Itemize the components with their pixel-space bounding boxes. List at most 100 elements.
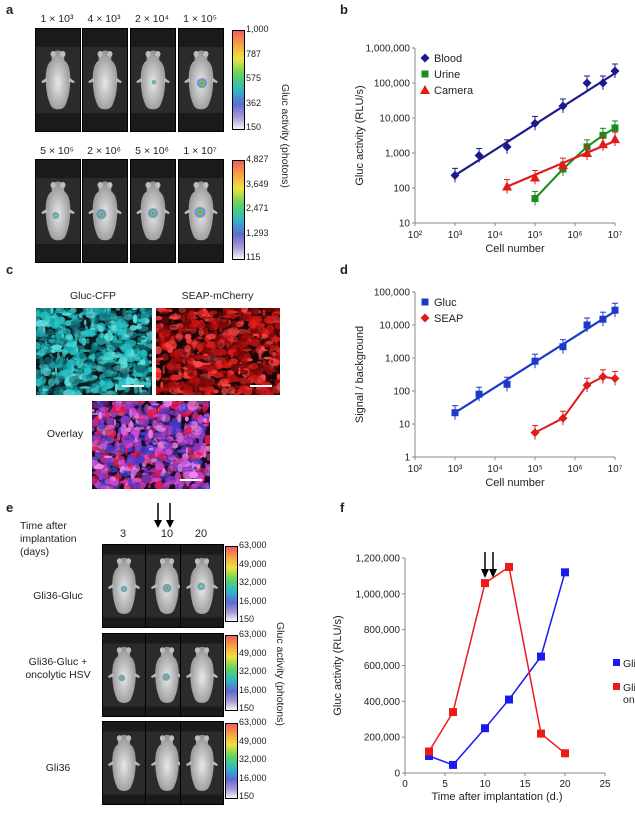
x-tick-label: 10⁷ (608, 464, 623, 475)
x-tick-label: 10⁵ (527, 464, 542, 475)
x-tick-label: 10⁵ (527, 230, 542, 241)
mouse-image (130, 28, 176, 132)
y-tick-label: 100,000 (374, 79, 411, 90)
legend-label: oncolytic HSV (623, 694, 635, 706)
x-tick-label: 10⁷ (608, 230, 623, 241)
mouse-image (35, 28, 81, 132)
y-tick-label: 10,000 (379, 321, 410, 332)
down-arrow-icon (154, 503, 162, 528)
data-point (474, 150, 484, 160)
row-label: Gli36 (45, 762, 71, 774)
mouse-image (82, 28, 128, 132)
time-header: Time after implantation (days) (20, 520, 77, 558)
colorbar-tick-label: 362 (246, 97, 262, 108)
data-point (561, 568, 569, 577)
data-point (425, 751, 433, 760)
y-tick-label: 100 (393, 184, 410, 195)
legend-label: Gli36-Gluc + (623, 682, 635, 694)
mouse-image (178, 159, 224, 263)
panel-b-label: b (340, 2, 348, 17)
data-point (598, 78, 608, 88)
data-point (611, 124, 619, 132)
y-axis-label: Gluc activity (RLU/s) (332, 615, 344, 715)
colorbar-tick-label: 787 (246, 48, 262, 59)
tile-label: 4 × 10³ (87, 13, 121, 25)
colorbar-tick-label: 63,000 (239, 540, 267, 550)
legend-marker (420, 313, 430, 323)
day-label: 20 (194, 528, 208, 540)
legend-label: Gli36-Gluc (623, 658, 635, 670)
colorbar-tick-label: 49,000 (239, 558, 267, 569)
data-point (531, 357, 539, 365)
colorbar (225, 723, 238, 799)
x-tick-label: 10 (479, 779, 491, 790)
data-point (597, 139, 608, 149)
y-tick-label: 100 (393, 387, 410, 398)
colorbar-tick-label: 63,000 (239, 717, 267, 727)
data-point (505, 562, 513, 571)
data-point (610, 134, 620, 144)
legend-label: Blood (434, 53, 462, 65)
data-point (450, 170, 460, 180)
y-tick-label: 1,000 (385, 149, 410, 160)
colorbar-tick-label: 4,827 (246, 154, 269, 164)
colorbar-tick-label: 150 (246, 122, 262, 132)
data-point (557, 160, 568, 170)
data-point (502, 142, 512, 152)
y-tick-label: 100,000 (374, 288, 411, 299)
colorbar-title: Gluc activity (photons) (279, 84, 291, 188)
day-label: 3 (119, 528, 127, 540)
y-tick-label: 1,000 (385, 354, 410, 365)
tile-label: 2 × 10⁴ (135, 13, 169, 25)
colorbar-tick-label: 150 (239, 614, 255, 624)
colorbar-tick-label: 115 (246, 252, 261, 262)
x-tick-label: 0 (402, 779, 408, 790)
tile-label: 5 × 10⁶ (135, 145, 169, 157)
x-tick-label: 20 (559, 779, 571, 790)
colorbar (225, 635, 238, 711)
legend-marker (420, 85, 430, 94)
panel-d-label: d (340, 262, 348, 277)
scale-bar (250, 385, 272, 387)
data-point (505, 695, 513, 704)
y-tick-label: 400,000 (364, 697, 401, 708)
chart-b: 10² 10³ 10⁴ 10⁵ 10⁶ 10⁷ 10 100 1,000 10,000 100,00… (354, 44, 623, 256)
data-point (559, 343, 567, 351)
y-tick-label: 10 (399, 420, 411, 431)
data-point (610, 373, 620, 383)
mouse-image (145, 721, 189, 805)
mouse-image (102, 544, 146, 628)
colorbar-tick-label: 49,000 (239, 647, 267, 658)
data-point (531, 195, 539, 203)
data-point (502, 181, 513, 191)
data-point (558, 413, 568, 423)
x-tick-label: 25 (599, 779, 611, 790)
y-axis-label: Signal / background (354, 326, 366, 423)
data-point (503, 380, 511, 388)
series-line (534, 375, 616, 434)
data-point (599, 131, 607, 139)
x-axis-label: Time after implantation (d.) (431, 791, 562, 803)
legend-label: SEAP (434, 313, 463, 325)
y-tick-label: 1,000,000 (356, 589, 401, 600)
colorbar-tick-label: 32,000 (239, 666, 267, 676)
x-tick-label: 10⁴ (487, 464, 502, 475)
x-tick-label: 10² (408, 230, 423, 241)
down-arrow-icon (166, 503, 174, 528)
colorbar-tick-label: 150 (239, 791, 255, 801)
mouse-image (82, 159, 128, 263)
data-point (481, 724, 489, 733)
colorbar-tick-label: 32,000 (239, 577, 267, 587)
mouse-image (180, 721, 224, 805)
seap-mcherry-label: SEAP-mCherry (181, 290, 254, 302)
mouse-image (102, 633, 146, 717)
x-tick-label: 10³ (448, 230, 463, 241)
colorbar-tick-label: 16,000 (239, 684, 267, 695)
colorbar-tick-label: 1,293 (246, 227, 269, 238)
x-tick-label: 5 (442, 779, 448, 790)
colorbar-tick-label: 150 (239, 703, 255, 713)
x-tick-label: 15 (519, 779, 531, 790)
row-label: Gli36-Gluc (33, 590, 83, 602)
y-tick-label: 1,200,000 (356, 554, 401, 565)
scale-bar (122, 385, 144, 387)
